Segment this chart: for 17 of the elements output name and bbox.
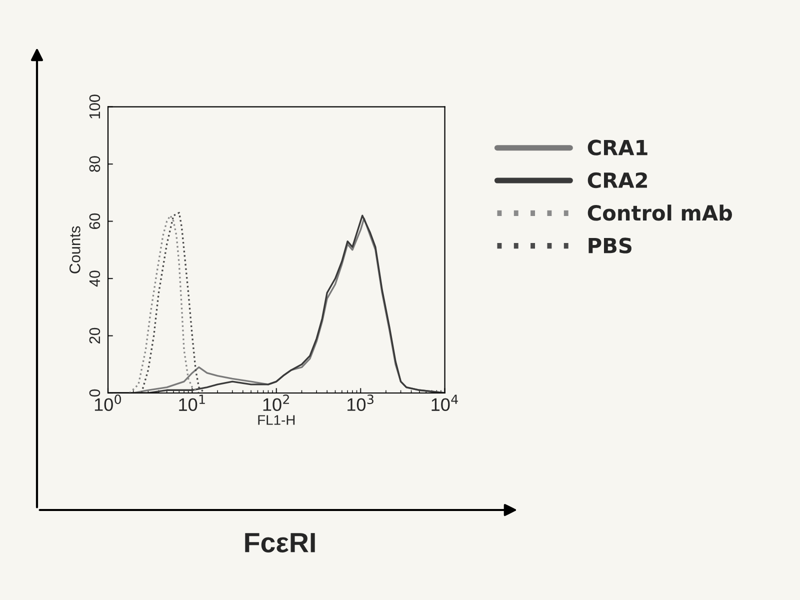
x-tick-label: 10$^{2}$ — [263, 394, 289, 411]
x-tick-label: 10$^{1}$ — [179, 394, 205, 411]
x-axis-title: FL1-H — [258, 415, 295, 425]
legend-label: PBS — [588, 238, 632, 254]
y-tick-label: 80 — [89, 156, 100, 172]
y-tick-label: 20 — [89, 328, 100, 344]
x-tick-label: 10$^{4}$ — [432, 394, 458, 411]
legend-label: Control mAb — [588, 204, 732, 221]
legend-label: CRA1 — [588, 140, 648, 156]
y-tick-label: 40 — [89, 270, 100, 287]
y-tick-label: 100 — [89, 94, 100, 118]
y-axis-title: Counts — [70, 226, 80, 274]
text: FcεRI — [245, 533, 315, 552]
y-tick-label: 60 — [89, 213, 100, 229]
legend-label: CRA2 — [588, 172, 647, 188]
x-tick-label: 10$^{3}$ — [348, 394, 374, 411]
y-tick-label: 0 — [89, 389, 100, 397]
